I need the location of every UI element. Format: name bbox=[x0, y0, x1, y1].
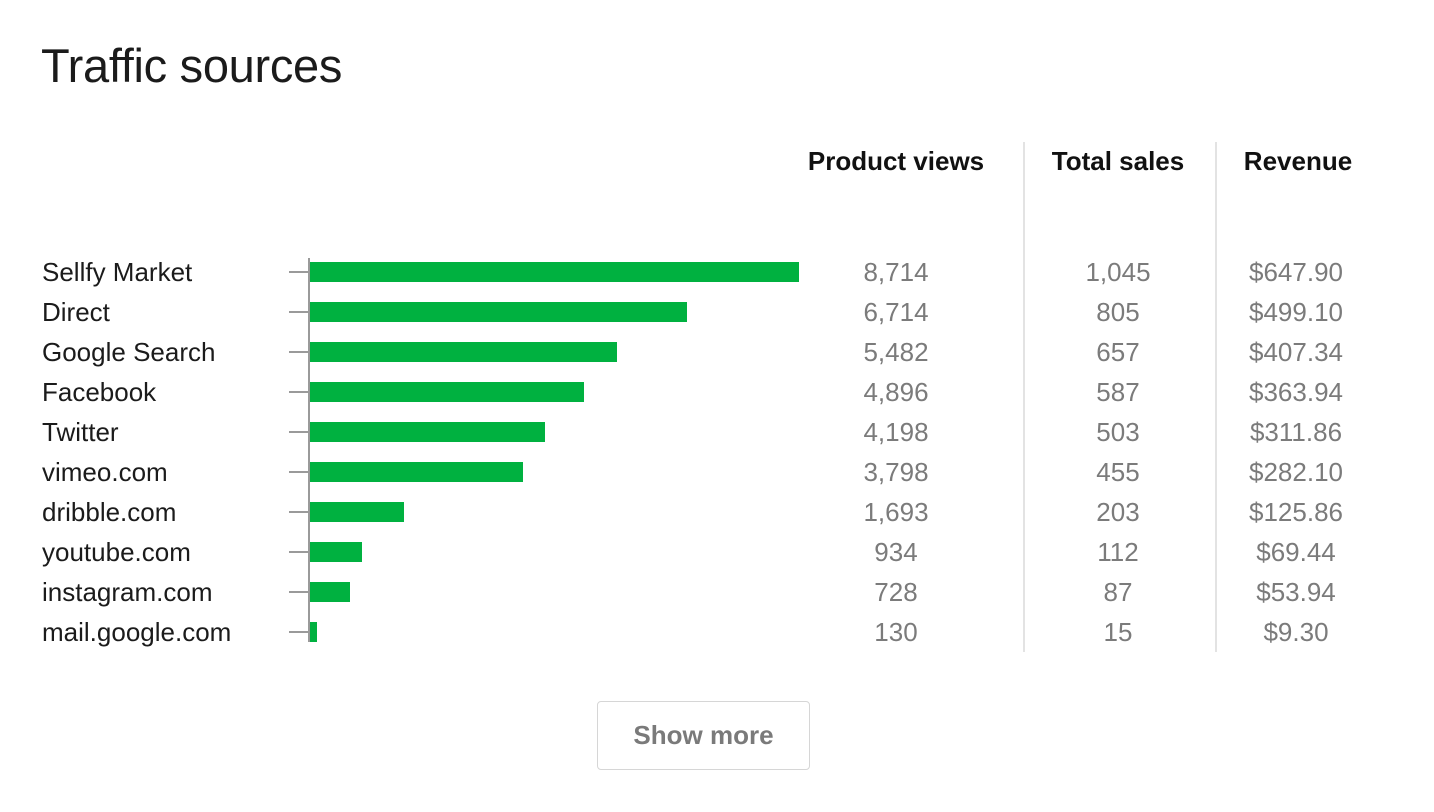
product-views-cell: 934 bbox=[874, 537, 918, 567]
total-sales-cell: 112 bbox=[1097, 537, 1139, 567]
chart-axis bbox=[308, 258, 310, 642]
column-header-total-sales: Total sales bbox=[1051, 146, 1185, 176]
table-row: mail.google.com 130 15 $9.30 bbox=[0, 612, 1434, 652]
bar bbox=[309, 422, 545, 442]
axis-tick bbox=[289, 431, 309, 433]
revenue-cell: $363.94 bbox=[1249, 377, 1343, 407]
bar bbox=[309, 262, 799, 282]
revenue-cell: $9.30 bbox=[1263, 617, 1329, 647]
revenue-cell: $499.10 bbox=[1249, 297, 1343, 327]
table-row: Facebook 4,896 587 $363.94 bbox=[0, 372, 1434, 412]
bar bbox=[309, 502, 404, 522]
page-title: Traffic sources bbox=[41, 39, 343, 92]
column-header-product-views: Product views bbox=[807, 146, 985, 176]
source-label: Twitter bbox=[42, 417, 119, 447]
axis-tick bbox=[289, 351, 309, 353]
product-views-cell: 4,896 bbox=[863, 377, 929, 407]
total-sales-cell: 455 bbox=[1096, 457, 1140, 487]
table-row: Sellfy Market 8,714 1,045 $647.90 bbox=[0, 252, 1434, 292]
total-sales-cell: 805 bbox=[1096, 297, 1140, 327]
total-sales-cell: 1,045 bbox=[1085, 257, 1151, 287]
table-row: dribble.com 1,693 203 $125.86 bbox=[0, 492, 1434, 532]
product-views-cell: 8,714 bbox=[863, 257, 929, 287]
total-sales-cell: 203 bbox=[1096, 497, 1140, 527]
total-sales-cell: 587 bbox=[1096, 377, 1140, 407]
column-header-revenue: Revenue bbox=[1243, 146, 1353, 176]
axis-tick bbox=[289, 471, 309, 473]
source-label: Sellfy Market bbox=[42, 257, 193, 287]
product-views-cell: 4,198 bbox=[863, 417, 929, 447]
product-views-cell: 728 bbox=[874, 577, 918, 607]
bar bbox=[309, 462, 523, 482]
source-label: youtube.com bbox=[42, 537, 191, 567]
axis-tick bbox=[289, 311, 309, 313]
bar bbox=[309, 342, 617, 362]
column-divider bbox=[1215, 142, 1217, 652]
total-sales-cell: 503 bbox=[1096, 417, 1140, 447]
table-row: instagram.com 728 87 $53.94 bbox=[0, 572, 1434, 612]
table-row: vimeo.com 3,798 455 $282.10 bbox=[0, 452, 1434, 492]
revenue-cell: $125.86 bbox=[1249, 497, 1343, 527]
axis-tick bbox=[289, 631, 309, 633]
axis-tick bbox=[289, 271, 309, 273]
revenue-cell: $407.34 bbox=[1249, 337, 1343, 367]
revenue-cell: $282.10 bbox=[1249, 457, 1343, 487]
revenue-cell: $647.90 bbox=[1249, 257, 1343, 287]
revenue-cell: $311.86 bbox=[1249, 417, 1343, 447]
source-label: Direct bbox=[42, 297, 110, 327]
table-row: Twitter 4,198 503 $311.86 bbox=[0, 412, 1434, 452]
source-label: mail.google.com bbox=[42, 617, 232, 647]
revenue-cell: $69.44 bbox=[1256, 537, 1336, 567]
source-label: Google Search bbox=[42, 337, 216, 367]
source-label: instagram.com bbox=[42, 577, 213, 607]
total-sales-cell: 657 bbox=[1096, 337, 1140, 367]
source-label: Facebook bbox=[42, 377, 157, 407]
bar bbox=[309, 582, 350, 602]
table-row: Google Search 5,482 657 $407.34 bbox=[0, 332, 1434, 372]
source-label: vimeo.com bbox=[42, 457, 168, 487]
bar bbox=[309, 382, 584, 402]
bar bbox=[309, 302, 687, 322]
axis-tick bbox=[289, 591, 309, 593]
axis-tick bbox=[289, 551, 309, 553]
product-views-cell: 3,798 bbox=[863, 457, 929, 487]
bar bbox=[309, 622, 317, 642]
table-row: youtube.com 934 112 $69.44 bbox=[0, 532, 1434, 572]
product-views-cell: 5,482 bbox=[863, 337, 929, 367]
source-label: dribble.com bbox=[42, 497, 177, 527]
total-sales-cell: 15 bbox=[1103, 617, 1133, 647]
product-views-cell: 1,693 bbox=[863, 497, 929, 527]
bar bbox=[309, 542, 362, 562]
product-views-cell: 6,714 bbox=[863, 297, 929, 327]
table-row: Direct 6,714 805 $499.10 bbox=[0, 292, 1434, 332]
total-sales-cell: 87 bbox=[1103, 577, 1133, 607]
show-more-button[interactable]: Show more bbox=[597, 701, 810, 770]
axis-tick bbox=[289, 391, 309, 393]
axis-tick bbox=[289, 511, 309, 513]
column-divider bbox=[1023, 142, 1025, 652]
product-views-cell: 130 bbox=[874, 617, 918, 647]
revenue-cell: $53.94 bbox=[1256, 577, 1336, 607]
